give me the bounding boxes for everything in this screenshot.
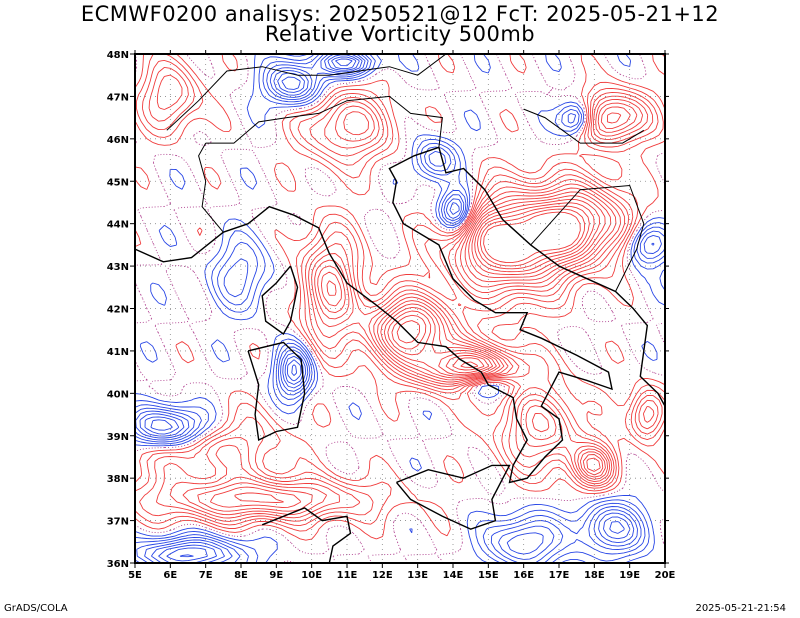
balkan-coastline: [438, 147, 665, 407]
positive-vorticity-contour: [156, 74, 659, 519]
negative-vorticity-contour: [179, 58, 353, 558]
vorticity-contours: [135, 54, 665, 563]
balkan-border: [530, 184, 645, 292]
positive-vorticity-contour: [387, 202, 595, 375]
footer-software: GrADS/COLA: [4, 603, 68, 614]
lon-label: 5E: [128, 570, 142, 581]
positive-vorticity-contour: [396, 208, 586, 371]
italy-coastline: [223, 146, 613, 484]
lat-label: 41N: [107, 347, 129, 358]
lon-label: 16E: [513, 570, 534, 581]
lon-label: 17E: [549, 570, 570, 581]
lon-label: 15E: [478, 570, 499, 581]
positive-vorticity-contour: [197, 102, 638, 512]
lon-label: 18E: [584, 570, 605, 581]
lat-label: 45N: [107, 177, 129, 188]
france-italy-border: [198, 142, 224, 233]
hungary-border: [523, 108, 645, 144]
positive-vorticity-contour: [135, 54, 665, 541]
negative-vorticity-contour: [135, 54, 662, 563]
lon-label: 9E: [269, 570, 283, 581]
lat-label: 40N: [107, 389, 129, 400]
footer-timestamp: 2025-05-21-21:54: [695, 603, 786, 614]
swiss-border: [166, 66, 298, 131]
lat-label: 47N: [107, 92, 129, 103]
lat-label: 46N: [107, 135, 129, 146]
negative-vorticity-contour: [150, 56, 625, 562]
map-subtitle: Relative Vorticity 500mb: [264, 22, 536, 46]
lon-label: 20E: [655, 570, 676, 581]
positive-vorticity-contour: [234, 112, 622, 503]
lat-label: 36N: [107, 559, 129, 570]
tunisia-coastline: [261, 507, 352, 563]
lon-label: 7E: [199, 570, 213, 581]
lon-label: 14E: [443, 570, 464, 581]
lon-label: 8E: [234, 570, 248, 581]
austria-border: [297, 54, 447, 76]
negative-vorticity-contour: [135, 54, 665, 563]
lon-label: 12E: [372, 570, 393, 581]
lat-label: 48N: [107, 50, 129, 61]
lat-label: 43N: [107, 262, 129, 273]
france-coastline: [135, 231, 224, 263]
positive-vorticity-contour: [135, 54, 665, 532]
lat-label: 37N: [107, 517, 129, 528]
lat-label: 44N: [107, 220, 129, 231]
lon-label: 19E: [619, 570, 640, 581]
positive-vorticity-contour: [148, 66, 663, 522]
positive-vorticity-contour: [139, 59, 665, 527]
lon-label: 11E: [337, 570, 358, 581]
positive-vorticity-contour: [209, 106, 631, 508]
axis-ticks: 5E 6E 7E 8E 9E 10E 11E 12E 13E 14E 15E 16E 17E 18E 19E…: [107, 50, 676, 581]
lon-label: 13E: [407, 570, 428, 581]
positive-vorticity-contour: [182, 99, 655, 516]
lon-label: 6E: [163, 570, 177, 581]
negative-vorticity-contour: [135, 54, 665, 563]
lon-label: 10E: [301, 570, 322, 581]
corsica-coastline: [261, 265, 299, 336]
lat-label: 39N: [107, 432, 129, 443]
alpine-border: [205, 95, 443, 148]
map-title: ECMWF0200 analisys: 20250521@12 FcT: 202…: [80, 2, 720, 26]
negative-vorticity-contour: [139, 54, 655, 563]
positive-vorticity-contour: [326, 198, 601, 472]
coastlines: [135, 54, 665, 563]
sicily-coastline: [395, 464, 511, 530]
positive-vorticity-contour: [391, 205, 590, 374]
positive-vorticity-contour: [460, 211, 581, 368]
negative-vorticity-contour: [135, 54, 665, 563]
zero-vorticity-contour: [135, 54, 665, 563]
lat-label: 38N: [107, 474, 129, 485]
sardinia-coastline: [247, 341, 306, 442]
lat-label: 42N: [107, 305, 129, 316]
graticule: [135, 54, 665, 563]
negative-vorticity-contour: [135, 54, 665, 563]
